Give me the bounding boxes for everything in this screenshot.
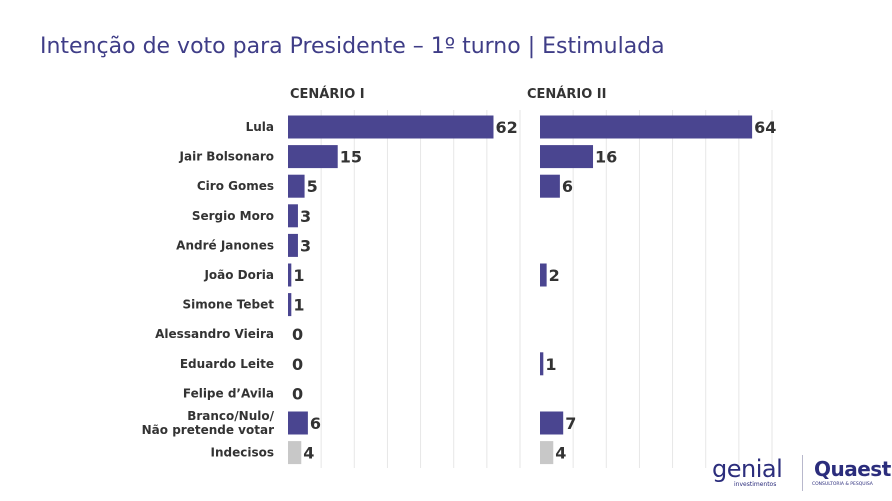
bar	[288, 145, 338, 169]
value-label: 6	[562, 177, 573, 196]
bar	[288, 263, 292, 287]
bar	[540, 174, 560, 198]
page-title: Intenção de voto para Presidente – 1º tu…	[40, 34, 665, 59]
bar	[288, 411, 308, 435]
value-label: 64	[754, 118, 776, 137]
category-label: Sergio Moro	[192, 209, 274, 223]
value-label: 0	[292, 384, 303, 403]
quaest-logo-subtitle: CONSULTORIA & PESQUISA	[812, 482, 873, 487]
bar	[540, 263, 547, 287]
value-label: 3	[300, 207, 311, 226]
category-label: Alessandro Vieira	[155, 327, 274, 341]
gridlines-scenario-1	[320, 110, 521, 468]
bar	[540, 411, 564, 435]
bar	[288, 204, 298, 228]
value-label: 16	[595, 148, 617, 167]
category-label: André Janones	[176, 238, 274, 252]
genial-logo: genial investimentos	[712, 456, 794, 490]
bar	[288, 233, 298, 257]
value-label: 2	[549, 266, 560, 285]
category-label: Jair Bolsonaro	[179, 150, 274, 164]
bar	[288, 293, 292, 317]
bar	[540, 352, 544, 376]
gridlines-scenario-2	[572, 110, 773, 468]
category-label: Indecisos	[211, 446, 275, 460]
bar	[288, 174, 305, 198]
category-label: Lula	[246, 120, 274, 134]
genial-logo-subtitle: investimentos	[734, 481, 777, 488]
value-label: 62	[495, 118, 517, 137]
series-scenario-2: 64 16 6 2 1 7 4	[540, 115, 776, 465]
value-label: 0	[292, 325, 303, 344]
category-label: Eduardo Leite	[180, 357, 274, 371]
category-label: Branco/Nulo/Não pretende votar	[142, 409, 275, 437]
category-label: Simone Tebet	[182, 298, 274, 312]
value-label: 15	[340, 148, 362, 167]
value-label: 6	[310, 414, 321, 433]
scenario-title-2: CENÁRIO II	[527, 86, 606, 102]
quaest-logo: Quaest CONSULTORIA & PESQUISA	[810, 458, 891, 492]
category-label: João Doria	[203, 268, 274, 282]
value-label: 3	[300, 236, 311, 255]
value-label: 1	[293, 296, 304, 315]
value-label: 0	[292, 355, 303, 374]
value-label: 7	[565, 414, 576, 433]
bar	[288, 115, 494, 139]
value-label: 5	[307, 177, 318, 196]
category-label: Ciro Gomes	[197, 179, 274, 193]
category-label: Felipe d’Avila	[183, 386, 274, 400]
quaest-logo-text: Quaest	[814, 457, 891, 481]
logo-divider	[802, 455, 803, 491]
genial-logo-text: genial	[712, 455, 783, 483]
bar	[540, 115, 753, 139]
bar	[288, 441, 302, 465]
bar	[540, 145, 594, 169]
value-label: 1	[293, 266, 304, 285]
value-label: 1	[545, 355, 556, 374]
bar	[540, 441, 554, 465]
value-label: 4	[555, 444, 566, 463]
scenario-title-1: CENÁRIO I	[290, 86, 365, 102]
value-label: 4	[303, 444, 314, 463]
